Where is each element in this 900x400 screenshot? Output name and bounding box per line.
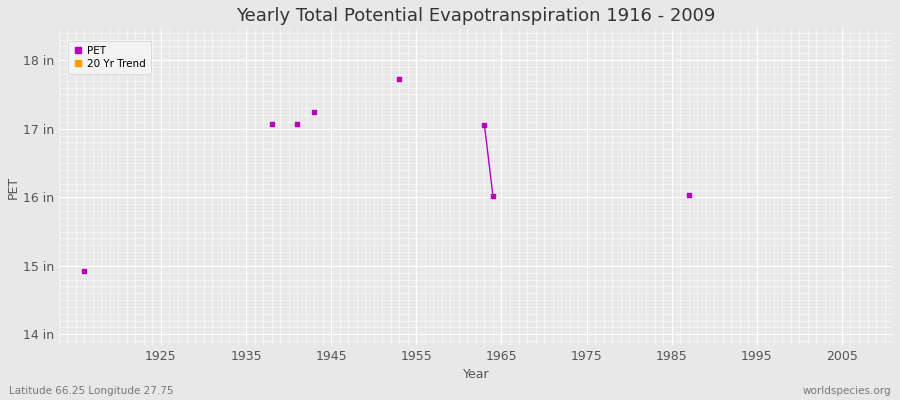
Point [681,192,696,198]
X-axis label: Year: Year [463,368,490,381]
Text: worldspecies.org: worldspecies.org [803,386,891,396]
Y-axis label: PET: PET [7,175,20,198]
Point [307,108,321,115]
Point [265,121,279,127]
Point [77,267,92,274]
Title: Yearly Total Potential Evapotranspiration 1916 - 2009: Yearly Total Potential Evapotranspiratio… [237,7,716,25]
Legend: PET, 20 Yr Trend: PET, 20 Yr Trend [68,41,151,74]
Point [486,193,500,199]
Point [392,76,407,82]
Text: Latitude 66.25 Longitude 27.75: Latitude 66.25 Longitude 27.75 [9,386,174,396]
Point [477,122,491,128]
Point [290,121,304,127]
